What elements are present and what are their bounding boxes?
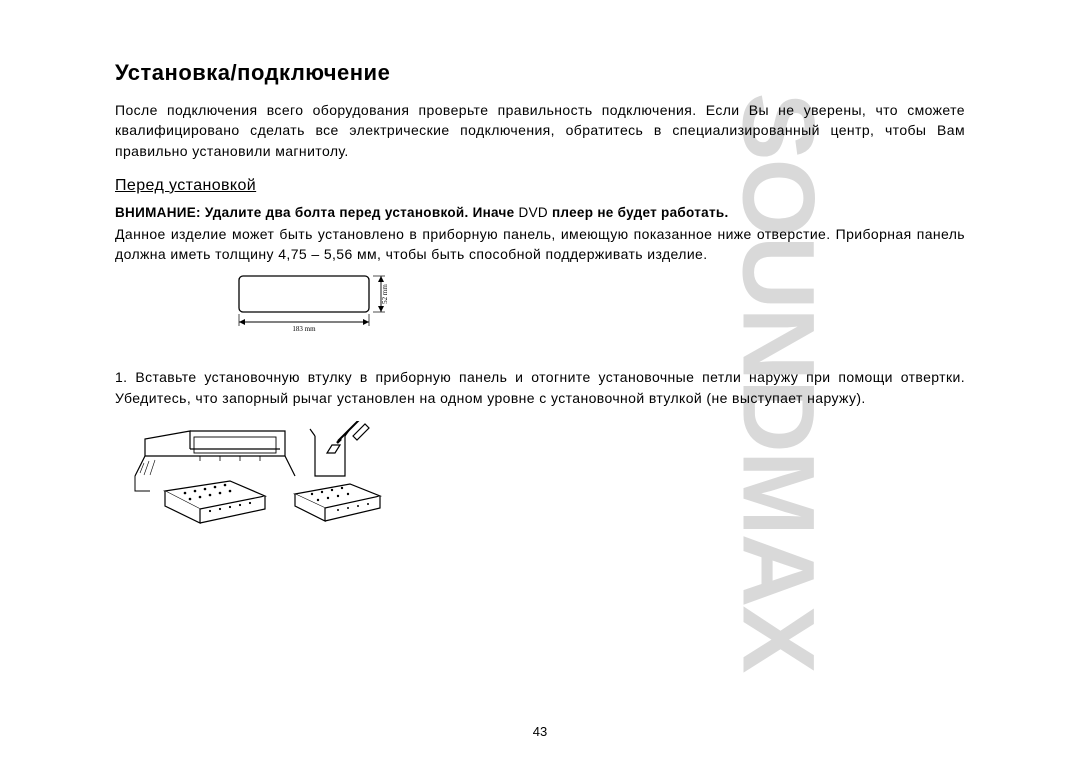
warning-dvd: DVD [519, 205, 548, 220]
section-title: Установка/подключение [115, 60, 965, 86]
installation-figure [130, 421, 965, 536]
height-dim-label: 52 mm [381, 284, 389, 304]
warning-prefix: ВНИМАНИЕ: Удалите два болта перед устано… [115, 205, 519, 220]
subheading: Перед установкой [115, 177, 965, 195]
opening-paragraph: Данное изделие может быть установлено в … [115, 224, 965, 265]
warning-line: ВНИМАНИЕ: Удалите два болта перед устано… [115, 205, 965, 220]
page-content: Установка/подключение После подключения … [115, 60, 965, 536]
warning-suffix: плеер не будет работать. [548, 205, 729, 220]
page-number: 43 [0, 724, 1080, 739]
width-dim-label: 183 mm [292, 325, 316, 333]
intro-paragraph: После подключения всего оборудования про… [115, 100, 965, 161]
step-1-text: 1. Вставьте установочную втулку в прибор… [115, 367, 965, 409]
cutout-dimension-figure: 183 mm 52 mm [235, 274, 965, 339]
